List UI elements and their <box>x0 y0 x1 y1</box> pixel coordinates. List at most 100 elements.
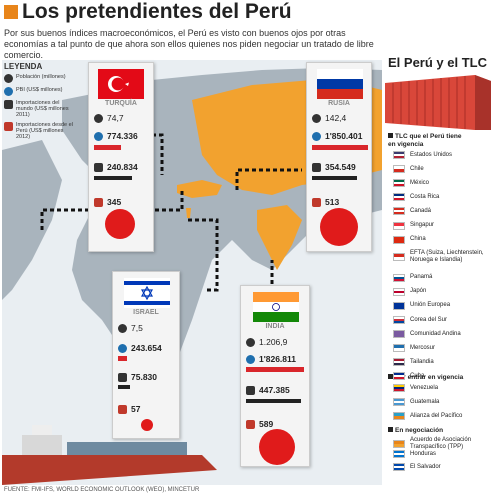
country-flag-icon <box>393 316 405 324</box>
gdp-icon <box>118 343 127 353</box>
tlc-item: Venezuela <box>393 384 438 392</box>
world-imports-bar <box>94 176 132 180</box>
peru-imports-circle <box>259 429 295 465</box>
gdp-bar <box>94 145 121 150</box>
tlc-item: Costa Rica <box>393 193 439 202</box>
world-imports-icon <box>94 162 103 172</box>
population-icon <box>118 323 127 333</box>
section-por-entrar-title: Por entrar en vigencia <box>388 374 463 381</box>
tlc-item: Comunidad Andina <box>393 330 461 339</box>
country-name: INDIA <box>265 323 285 330</box>
country-card-india: INDIA 1.206,9 1'826.811 447.385 589 <box>240 285 310 467</box>
legend-item-gdp: PBI (US$ millones) <box>4 87 76 96</box>
world-imports-value: 240.834 <box>94 162 138 172</box>
peru-imports-icon <box>118 404 127 414</box>
legend-item-peru-imports: Importaciones desde el Perú (US$ millone… <box>4 122 76 140</box>
country-flag-icon <box>393 440 405 448</box>
gdp-icon <box>246 354 255 364</box>
gdp-icon <box>4 87 13 96</box>
world-imports-bar <box>312 176 357 180</box>
world-imports-value: 354.549 <box>312 162 356 172</box>
peru-imports-value: 589 <box>246 419 273 429</box>
tlc-item: Mercosur <box>393 344 435 353</box>
population-value: 1.206,9 <box>246 337 287 347</box>
country-flag-icon <box>393 384 405 392</box>
source-note: FUENTE: FMI-IFS, WORLD ECONOMIC OUTLOOK … <box>4 487 200 493</box>
tlc-item: Estados Unidos <box>393 151 452 159</box>
population-icon <box>94 113 103 123</box>
legend-title: LEYENDA <box>4 62 43 71</box>
panel-title: El Perú y el TLC <box>388 55 487 70</box>
tlc-item: Chile <box>393 165 424 174</box>
page-title: Los pretendientes del Perú <box>22 0 292 23</box>
legend-item-world-imports: Importaciones del mundo (US$ millones 20… <box>4 100 76 118</box>
country-card-israel: ISRAEL 7,5 243.654 75.830 57 <box>112 271 180 439</box>
country-flag-icon <box>393 358 405 367</box>
country-name: RUSIA <box>328 100 350 107</box>
country-flag-icon <box>393 344 405 353</box>
population-icon <box>4 74 13 83</box>
tlc-item: Canadá <box>393 207 431 216</box>
tlc-item: Singapur <box>393 221 434 230</box>
tlc-item: Japón <box>393 287 426 296</box>
section-marker-icon <box>388 133 393 138</box>
peru-imports-value: 57 <box>118 404 140 414</box>
russia-flag-icon <box>317 69 363 99</box>
world-imports-icon <box>246 385 255 395</box>
gdp-value: 1'826.811 <box>246 354 296 364</box>
population-value: 142,4 <box>312 113 346 123</box>
tlc-item: Honduras <box>393 450 436 458</box>
country-flag-icon <box>393 207 405 216</box>
shipping-container-icon <box>385 75 491 130</box>
tlc-item: Tailandia <box>393 358 434 367</box>
world-imports-bar <box>118 385 130 389</box>
country-flag-icon <box>393 398 405 406</box>
gdp-icon <box>312 131 321 141</box>
gdp-bar <box>118 356 127 361</box>
page-subtitle: Por sus buenos índices macroeconómicos, … <box>4 28 374 60</box>
peru-imports-circle <box>105 209 135 239</box>
tlc-item: Unión Europea <box>393 301 450 310</box>
title-marker <box>4 5 18 19</box>
peru-imports-icon <box>312 197 321 207</box>
population-value: 7,5 <box>118 323 143 333</box>
gdp-icon <box>94 131 103 141</box>
world-imports-icon <box>312 162 321 172</box>
peru-imports-icon <box>4 122 13 131</box>
country-flag-icon <box>393 252 405 261</box>
tlc-item: Guatemala <box>393 398 439 406</box>
peru-imports-circle <box>141 419 153 431</box>
country-flag-icon <box>393 235 405 244</box>
israel-flag-icon <box>124 278 170 308</box>
tlc-item: EFTA (Suiza, Liechtenstein, Noruega e Is… <box>393 250 489 264</box>
country-name: TURQUÍA <box>105 100 137 107</box>
india-flag-icon <box>253 292 299 322</box>
country-flag-icon <box>393 463 405 471</box>
country-flag-icon <box>393 301 405 310</box>
tlc-item: Acuerdo de Asociación Transpacífico (TPP… <box>393 437 495 451</box>
world-imports-icon <box>118 372 127 382</box>
tlc-item: China <box>393 235 426 244</box>
gdp-value: 243.654 <box>118 343 162 353</box>
tlc-item: Panamá <box>393 273 432 282</box>
country-card-turquia: TURQUÍA 74,7 774.336 240.834 345 <box>88 62 154 252</box>
country-flag-icon <box>393 372 405 381</box>
gdp-value: 1'850.401 <box>312 131 362 141</box>
peru-imports-icon <box>94 197 103 207</box>
country-flag-icon <box>393 273 405 282</box>
section-marker-icon <box>388 427 393 432</box>
world-imports-icon <box>4 100 13 109</box>
legend-item-population: Población (millones) <box>4 74 76 83</box>
country-flag-icon <box>393 221 405 230</box>
tlc-item: México <box>393 179 429 188</box>
country-flag-icon <box>393 330 405 339</box>
gdp-bar <box>246 367 304 372</box>
world-imports-bar <box>246 399 301 403</box>
section-vigencia-title: TLC que el Perú tiene en vigencia <box>388 133 462 148</box>
tlc-item: Alianza del Pacífico <box>393 412 462 420</box>
peru-imports-value: 345 <box>94 197 121 207</box>
country-flag-icon <box>393 165 405 174</box>
country-flag-icon <box>393 179 405 188</box>
gdp-value: 774.336 <box>94 131 138 141</box>
country-flag-icon <box>393 151 405 159</box>
